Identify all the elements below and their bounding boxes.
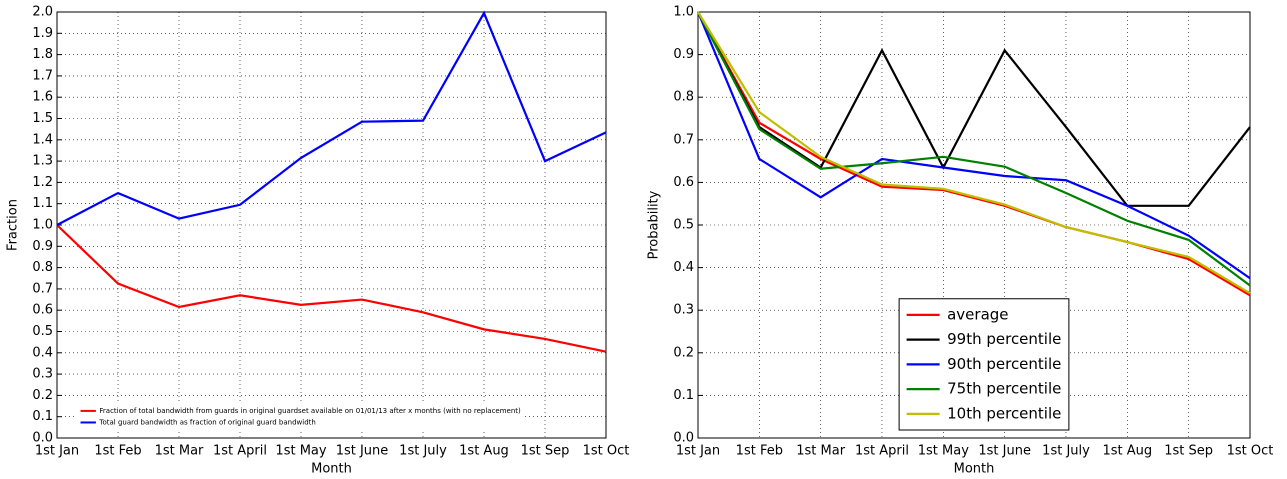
- y-tick-label: 0.0: [32, 431, 53, 446]
- legend-label: 10th percentile: [947, 404, 1061, 422]
- y-tick-label: 1.1: [32, 196, 53, 211]
- y-axis-label: Probability: [647, 190, 662, 259]
- x-tick-label: 1st July: [399, 444, 447, 459]
- y-tick-label: 0.5: [673, 218, 694, 233]
- x-tick-label: 1st May: [918, 444, 969, 459]
- y-tick-label: 0.1: [32, 409, 53, 424]
- x-tick-label: 1st June: [978, 444, 1031, 459]
- x-axis-label: Month: [954, 462, 995, 477]
- x-tick-label: 1st Oct: [583, 444, 630, 459]
- y-tick-label: 1.3: [32, 154, 53, 169]
- series-line: [697, 11, 1251, 295]
- y-tick-label: 0.0: [673, 431, 694, 446]
- legend-label: Total guard bandwidth as fraction of ori…: [98, 418, 315, 426]
- y-tick-label: 0.6: [32, 303, 53, 318]
- legend-label: Fraction of total bandwidth from guards …: [99, 407, 521, 415]
- series-line: [697, 11, 1251, 207]
- x-tick-label: 1st May: [275, 444, 326, 459]
- y-tick-label: 1.4: [32, 132, 53, 147]
- y-tick-label: 2.0: [32, 5, 53, 20]
- legend-label: 75th percentile: [947, 380, 1061, 398]
- x-tick-label: 1st Sep: [521, 444, 570, 459]
- x-tick-label: 1st Aug: [459, 444, 509, 459]
- y-tick-label: 0.9: [673, 47, 694, 62]
- x-tick-label: 1st Sep: [1164, 444, 1213, 459]
- y-tick-label: 0.9: [32, 239, 53, 254]
- x-tick-label: 1st Mar: [796, 444, 845, 459]
- y-tick-label: 0.3: [32, 367, 53, 382]
- y-tick-label: 0.1: [673, 388, 694, 403]
- y-tick-label: 0.4: [32, 345, 53, 360]
- x-tick-label: 1st Jan: [676, 444, 720, 459]
- series-line: [56, 224, 607, 353]
- series-line: [697, 11, 1251, 287]
- series-line: [56, 10, 607, 226]
- x-tick-label: 1st June: [336, 444, 389, 459]
- y-tick-label: 0.2: [32, 388, 53, 403]
- y-tick-label: 0.2: [673, 345, 694, 360]
- x-tick-label: 1st Jan: [35, 444, 79, 459]
- x-axis-label: Month: [311, 462, 352, 477]
- series-line: [696, 11, 1251, 280]
- y-tick-label: 0.3: [673, 303, 694, 318]
- line-chart: 0.0 0.1 0.2 0.3 0.4 0.5 0.6 0.7 0.8 0.9 1.0 1.1 1.2 1…: [6, 5, 630, 477]
- x-tick-label: 1st July: [1042, 444, 1090, 459]
- legend-label: 90th percentile: [947, 355, 1061, 373]
- y-tick-label: 0.7: [673, 132, 694, 147]
- legend-label: average: [947, 305, 1008, 323]
- y-tick-label: 0.6: [673, 175, 694, 190]
- legend: average 99th percentile 90th percentile 75t…: [898, 298, 1070, 431]
- legend: Fraction of total bandwidth from guards …: [77, 403, 525, 430]
- y-tick-label: 0.8: [32, 260, 53, 275]
- x-tick-label: 1st Oct: [1227, 444, 1274, 459]
- y-tick-label: 0.7: [32, 281, 53, 296]
- y-tick-label: 0.4: [673, 260, 694, 275]
- x-tick-label: 1st April: [213, 444, 267, 459]
- x-tick-label: 1st Mar: [155, 444, 204, 459]
- x-tick-label: 1st April: [855, 444, 909, 459]
- line-chart: 0.0 0.1 0.2 0.3 0.4 0.5 0.6 0.7 0.8 0.9 1.0 1st Jan…: [647, 5, 1274, 477]
- plot-frame: [56, 11, 607, 439]
- y-axis-label: Fraction: [6, 199, 21, 251]
- x-tick-label: 1st Aug: [1102, 444, 1152, 459]
- y-tick-label: 1.2: [32, 175, 53, 190]
- x-tick-label: 1st Feb: [94, 444, 141, 459]
- y-tick-label: 1.5: [32, 111, 53, 126]
- y-tick-label: 0.5: [32, 324, 53, 339]
- x-tick-label: 1st Feb: [736, 444, 783, 459]
- y-tick-label: 1.7: [32, 68, 53, 83]
- y-tick-label: 1.6: [32, 90, 53, 105]
- plot-frame: [697, 11, 1251, 439]
- y-tick-label: 1.9: [32, 26, 53, 41]
- legend-label: 99th percentile: [947, 330, 1061, 348]
- legend-box: [77, 403, 525, 430]
- y-tick-label: 1.0: [32, 218, 53, 233]
- y-tick-label: 0.8: [673, 90, 694, 105]
- y-tick-label: 1.0: [673, 5, 694, 20]
- y-tick-label: 1.8: [32, 47, 53, 62]
